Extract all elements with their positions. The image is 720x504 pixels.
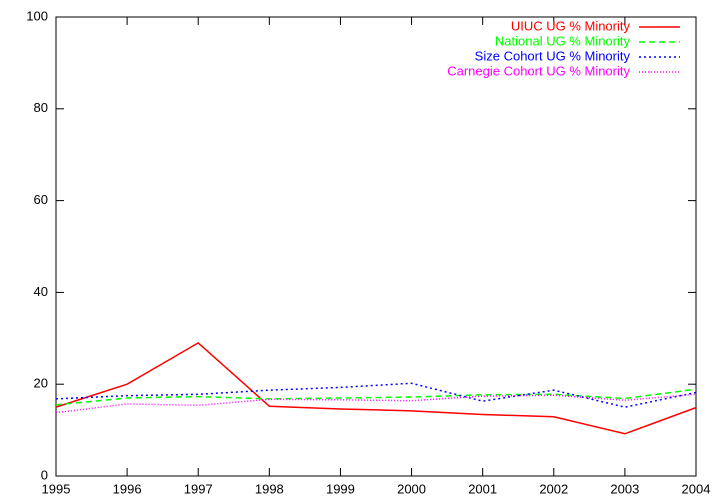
series-line — [55, 382, 697, 408]
legend-label: UIUC UG % Minority — [511, 18, 631, 33]
y-tick-label: 40 — [34, 284, 48, 299]
y-tick-label: 0 — [41, 467, 48, 482]
legend-label: Size Cohort UG % Minority — [475, 48, 631, 63]
legend-label: National UG % Minority — [495, 33, 631, 48]
x-tick-label: 2001 — [468, 481, 497, 496]
y-tick-label: 20 — [34, 376, 48, 391]
plot-frame — [55, 16, 697, 477]
series-line — [55, 393, 697, 414]
x-tick-label: 1995 — [42, 481, 71, 496]
x-tick-label: 1996 — [113, 481, 142, 496]
x-tick-label: 2002 — [539, 481, 568, 496]
y-tick-label: 60 — [34, 192, 48, 207]
series-line — [55, 341, 697, 435]
x-tick-label: 2000 — [397, 481, 426, 496]
x-tick-label: 1997 — [184, 481, 213, 496]
x-tick-label: 1999 — [326, 481, 355, 496]
x-tick-label: 1998 — [255, 481, 284, 496]
series-line — [55, 388, 697, 406]
y-tick-label: 100 — [26, 8, 48, 23]
x-tick-label: 2004 — [682, 481, 711, 496]
legend-label: Carnegie Cohort UG % Minority — [447, 63, 630, 78]
x-tick-label: 2003 — [610, 481, 639, 496]
y-tick-label: 80 — [34, 100, 48, 115]
